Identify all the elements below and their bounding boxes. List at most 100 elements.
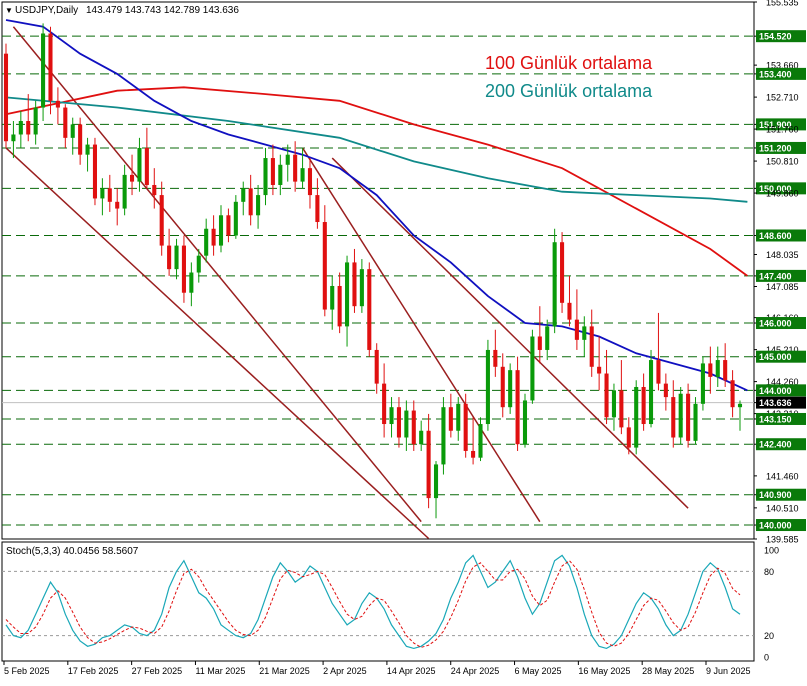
x-tick-label: 6 May 2025	[515, 666, 562, 676]
candle-body	[204, 228, 209, 256]
candle-body	[530, 336, 535, 401]
candle-body	[641, 386, 646, 425]
x-tick-label: 9 Jun 2025	[706, 666, 751, 676]
candle-body	[278, 164, 283, 185]
candle-body	[396, 407, 401, 438]
candle-body	[130, 174, 135, 182]
legend-ma100: 100 Günlük ortalama	[485, 53, 653, 73]
stoch-signal-line	[5, 560, 741, 648]
candle-body	[708, 363, 713, 377]
candle-body	[11, 134, 16, 142]
candle-body	[359, 269, 364, 307]
stoch-header: Stoch(5,3,3) 40.0456 58.5607	[6, 546, 139, 557]
candle-body	[85, 144, 90, 155]
candle-body	[619, 390, 624, 428]
level-tag	[756, 229, 806, 242]
candle-body	[493, 349, 498, 367]
candle-body	[700, 363, 705, 404]
candle-body	[500, 366, 505, 408]
y-tick-label: 149.860	[766, 189, 799, 199]
ma-line-1	[5, 96, 748, 203]
candle-body	[152, 184, 157, 196]
candle-body	[263, 158, 268, 196]
y-tick-label: 141.460	[766, 471, 799, 481]
candle-body	[345, 262, 350, 327]
candle-body	[115, 201, 120, 209]
level-tag	[756, 519, 806, 532]
y-tick-label: 140.900	[759, 490, 792, 500]
y-tick-label: 143.150	[759, 414, 792, 424]
candle-body	[552, 242, 557, 327]
candle-body	[456, 403, 461, 431]
candle-body	[515, 370, 520, 445]
candle-body	[270, 158, 275, 185]
candle-body	[352, 262, 357, 307]
y-tick-label: 144.260	[766, 377, 799, 387]
channel-line	[301, 147, 541, 523]
y-tick-label: 150.810	[766, 157, 799, 167]
x-tick-label: 28 May 2025	[642, 666, 694, 676]
candle-body	[545, 326, 550, 350]
y-tick-label: 151.200	[759, 143, 792, 153]
y-tick-label: 147.400	[759, 271, 792, 281]
x-tick-label: 14 Apr 2025	[387, 666, 436, 676]
candle-body	[63, 107, 68, 138]
legend-ma200: 200 Günlük ortalama	[485, 81, 653, 101]
candle-body	[567, 302, 572, 320]
candle-body	[218, 215, 224, 246]
candle-body	[137, 147, 142, 182]
candle-body	[723, 360, 728, 381]
channel-line	[12, 26, 422, 523]
candle-body	[737, 403, 743, 408]
candle-body	[78, 124, 83, 155]
candle-body	[604, 373, 609, 418]
candle-body	[634, 386, 639, 448]
x-tick-label: 24 Apr 2025	[451, 666, 500, 676]
y-tick-label: 148.035	[766, 250, 799, 260]
candle-body	[226, 215, 231, 236]
candle-body	[374, 349, 379, 384]
candle-body	[55, 100, 60, 108]
candle-body	[315, 195, 320, 223]
level-tag	[756, 412, 806, 425]
y-tick-label: 142.400	[759, 440, 792, 450]
y-tick-label: 155.535	[766, 0, 799, 8]
candle-body	[330, 285, 335, 310]
candle-body	[715, 360, 720, 377]
x-tick-label: 17 Feb 2025	[68, 666, 119, 676]
candle-body	[92, 144, 98, 199]
candle-body	[241, 188, 246, 202]
stoch-main-line	[5, 554, 741, 650]
candle-body	[18, 121, 23, 135]
candle-body	[100, 188, 105, 199]
candle-body	[656, 360, 661, 384]
symbol-name: USDJPY,Daily	[15, 5, 78, 16]
candle-body	[678, 393, 683, 438]
y-tick-label: 146.000	[759, 319, 792, 329]
x-tick-label: 21 Mar 2025	[259, 666, 310, 676]
candle-body	[70, 124, 75, 138]
level-tag	[756, 118, 806, 131]
candle-body	[471, 450, 476, 458]
candle-body	[300, 168, 305, 182]
candle-body	[41, 33, 46, 108]
candle-body	[33, 107, 38, 135]
ma-line-0	[5, 86, 748, 277]
candle-body	[404, 410, 409, 438]
candle-body	[382, 383, 387, 425]
candle-body	[293, 154, 298, 182]
candle-body	[463, 403, 468, 451]
y-tick-label: 148.600	[759, 231, 792, 241]
candle-body	[3, 53, 9, 142]
price-tag	[756, 396, 806, 409]
level-tag	[756, 67, 806, 80]
y-tick-label: 153.400	[759, 69, 792, 79]
candle-body	[256, 195, 261, 216]
y-tick-label: 151.760	[766, 125, 799, 135]
candle-body	[671, 397, 676, 438]
candle-body	[485, 349, 490, 425]
x-tick-label: 27 Feb 2025	[132, 666, 183, 676]
candle-body	[508, 370, 513, 408]
